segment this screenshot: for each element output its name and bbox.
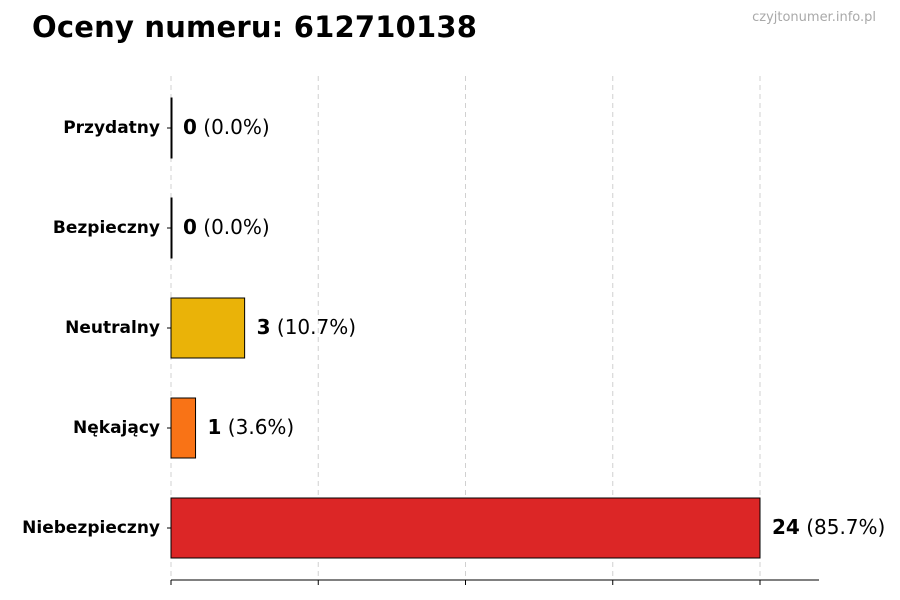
value-percent: (3.6%)	[221, 415, 294, 439]
value-label: 24 (85.7%)	[772, 515, 885, 539]
value-count: 1	[208, 415, 222, 439]
value-percent: (0.0%)	[197, 115, 270, 139]
value-label: 0 (0.0%)	[183, 215, 270, 239]
value-percent: (0.0%)	[197, 215, 270, 239]
bar	[170, 397, 197, 459]
value-percent: (85.7%)	[800, 515, 886, 539]
labels: Przydatny 0 (0.0%) Bezpieczny 0 (0.0%) Neutr…	[22, 115, 885, 539]
bar	[170, 197, 173, 259]
value-count: 0	[183, 215, 197, 239]
bar	[170, 97, 173, 159]
value-count: 24	[772, 515, 800, 539]
bar	[170, 297, 246, 359]
category-label: Bezpieczny	[53, 218, 160, 238]
axes	[167, 127, 819, 585]
value-percent: (10.7%)	[271, 315, 357, 339]
chart-title: Oceny numeru: 612710138	[32, 10, 478, 44]
value-count: 3	[257, 315, 271, 339]
category-label: Neutralny	[65, 318, 160, 338]
value-label: 3 (10.7%)	[257, 315, 356, 339]
watermark: czyjtonumer.info.pl	[752, 10, 876, 25]
bars	[170, 97, 761, 559]
category-label: Przydatny	[63, 118, 160, 138]
value-label: 1 (3.6%)	[208, 415, 295, 439]
category-label: Niebezpieczny	[22, 518, 160, 538]
category-label: Nękający	[73, 418, 160, 438]
bar	[170, 497, 761, 559]
value-count: 0	[183, 115, 197, 139]
value-label: 0 (0.0%)	[183, 115, 270, 139]
